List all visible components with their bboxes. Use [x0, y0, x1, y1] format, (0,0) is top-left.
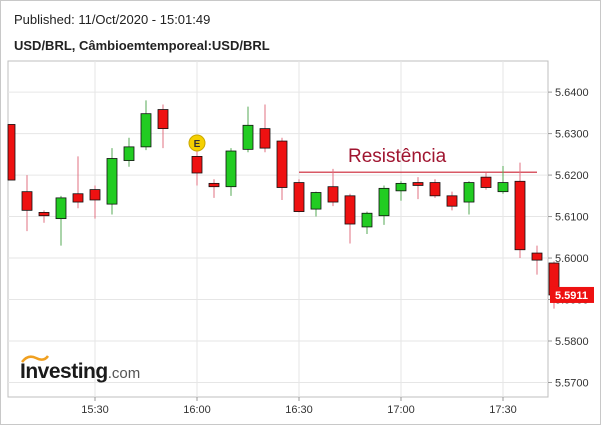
- y-tick-label: 5.5800: [555, 336, 589, 348]
- candle: [327, 168, 339, 207]
- candle: [378, 185, 390, 225]
- x-tick-label: 17:30: [489, 404, 517, 416]
- y-tick-label: 5.6400: [555, 87, 589, 99]
- candle: [429, 179, 441, 198]
- candle: [497, 165, 509, 194]
- candle-body-down: [191, 156, 203, 174]
- candle: [463, 181, 475, 215]
- candle: [55, 195, 67, 246]
- candle-body-down: [276, 140, 288, 188]
- candle-body-down: [72, 193, 84, 203]
- candle-body-down: [7, 124, 16, 181]
- x-tick-label: 16:30: [285, 404, 313, 416]
- candle: [276, 137, 288, 200]
- candle-body-down: [89, 189, 101, 201]
- candle-body-up: [378, 187, 390, 217]
- candle: [106, 148, 118, 215]
- candle-body-down: [259, 128, 271, 149]
- candle-body-down: [21, 191, 33, 211]
- candle-body-down: [531, 252, 543, 261]
- logo-domain: .com: [107, 365, 141, 382]
- candle-body-up: [225, 150, 237, 188]
- candle: [310, 191, 322, 217]
- chart-title: USD/BRL, Câmbioemtemporeal:USD/BRL: [14, 38, 270, 53]
- candle-body-down: [293, 182, 305, 212]
- candle: [293, 179, 305, 213]
- investing-logo: Investing.com: [20, 355, 141, 384]
- last-price-label: 5.5911: [555, 290, 588, 302]
- candle-body-up: [497, 182, 509, 193]
- candle: [259, 104, 271, 153]
- candle-body-down: [514, 180, 526, 251]
- last-price-tag: [550, 286, 594, 303]
- candle: [531, 245, 543, 275]
- candle-body-up: [310, 192, 322, 210]
- candle-body-up: [361, 212, 373, 228]
- x-tick-label: 17:00: [387, 404, 415, 416]
- candle-body-down: [344, 195, 356, 225]
- y-tick-label: 5.5700: [555, 377, 589, 389]
- plot-area: [7, 60, 549, 398]
- candle: [225, 148, 237, 196]
- y-tick-label: 5.6300: [555, 129, 589, 141]
- resistance-label: Resistência: [348, 146, 447, 167]
- candle: [89, 185, 101, 219]
- candle: [72, 156, 84, 209]
- candle-body-up: [242, 124, 254, 150]
- candle-body-up: [140, 113, 152, 148]
- candle-body-up: [395, 182, 407, 192]
- y-tick-label: 5.6100: [555, 212, 589, 224]
- event-marker-icon: [188, 134, 206, 152]
- logo-wordmark: Investing: [20, 360, 108, 383]
- candle-body-down: [480, 176, 492, 188]
- candle: [38, 210, 50, 223]
- y-tick-label: 5.6000: [555, 253, 589, 265]
- candle-body-down: [157, 109, 169, 130]
- logo-swoosh-icon: [21, 355, 50, 363]
- x-tick-label: 15:30: [81, 404, 109, 416]
- candle: [361, 211, 373, 234]
- candle: [242, 106, 254, 153]
- candle-body-down: [412, 182, 424, 186]
- candle: [21, 175, 33, 232]
- candle: [157, 104, 169, 149]
- candle: [480, 173, 492, 190]
- candle-body-up: [463, 182, 475, 203]
- candle: [395, 181, 407, 201]
- candle-body-down: [38, 212, 50, 217]
- candle: [514, 162, 526, 259]
- candle-body-down: [446, 195, 458, 207]
- candle: [344, 193, 356, 244]
- candle: [7, 124, 16, 181]
- event-marker-label: E: [194, 139, 201, 150]
- y-tick-label: 5.6200: [555, 170, 589, 182]
- published-timestamp: Published: 11/Oct/2020 - 15:01:49: [14, 12, 211, 27]
- candle: [191, 149, 203, 186]
- candle: [123, 137, 135, 167]
- candle-body-up: [106, 158, 118, 205]
- candle: [140, 100, 152, 151]
- candle-body-down: [429, 182, 441, 197]
- x-tick-label: 16:00: [183, 404, 211, 416]
- candle-body-down: [327, 186, 339, 203]
- candle: [446, 191, 458, 211]
- candle-body-up: [123, 146, 135, 161]
- candle: [208, 179, 220, 198]
- candle-body-down: [208, 182, 220, 188]
- candle-body-up: [55, 197, 67, 220]
- candle: [412, 177, 424, 200]
